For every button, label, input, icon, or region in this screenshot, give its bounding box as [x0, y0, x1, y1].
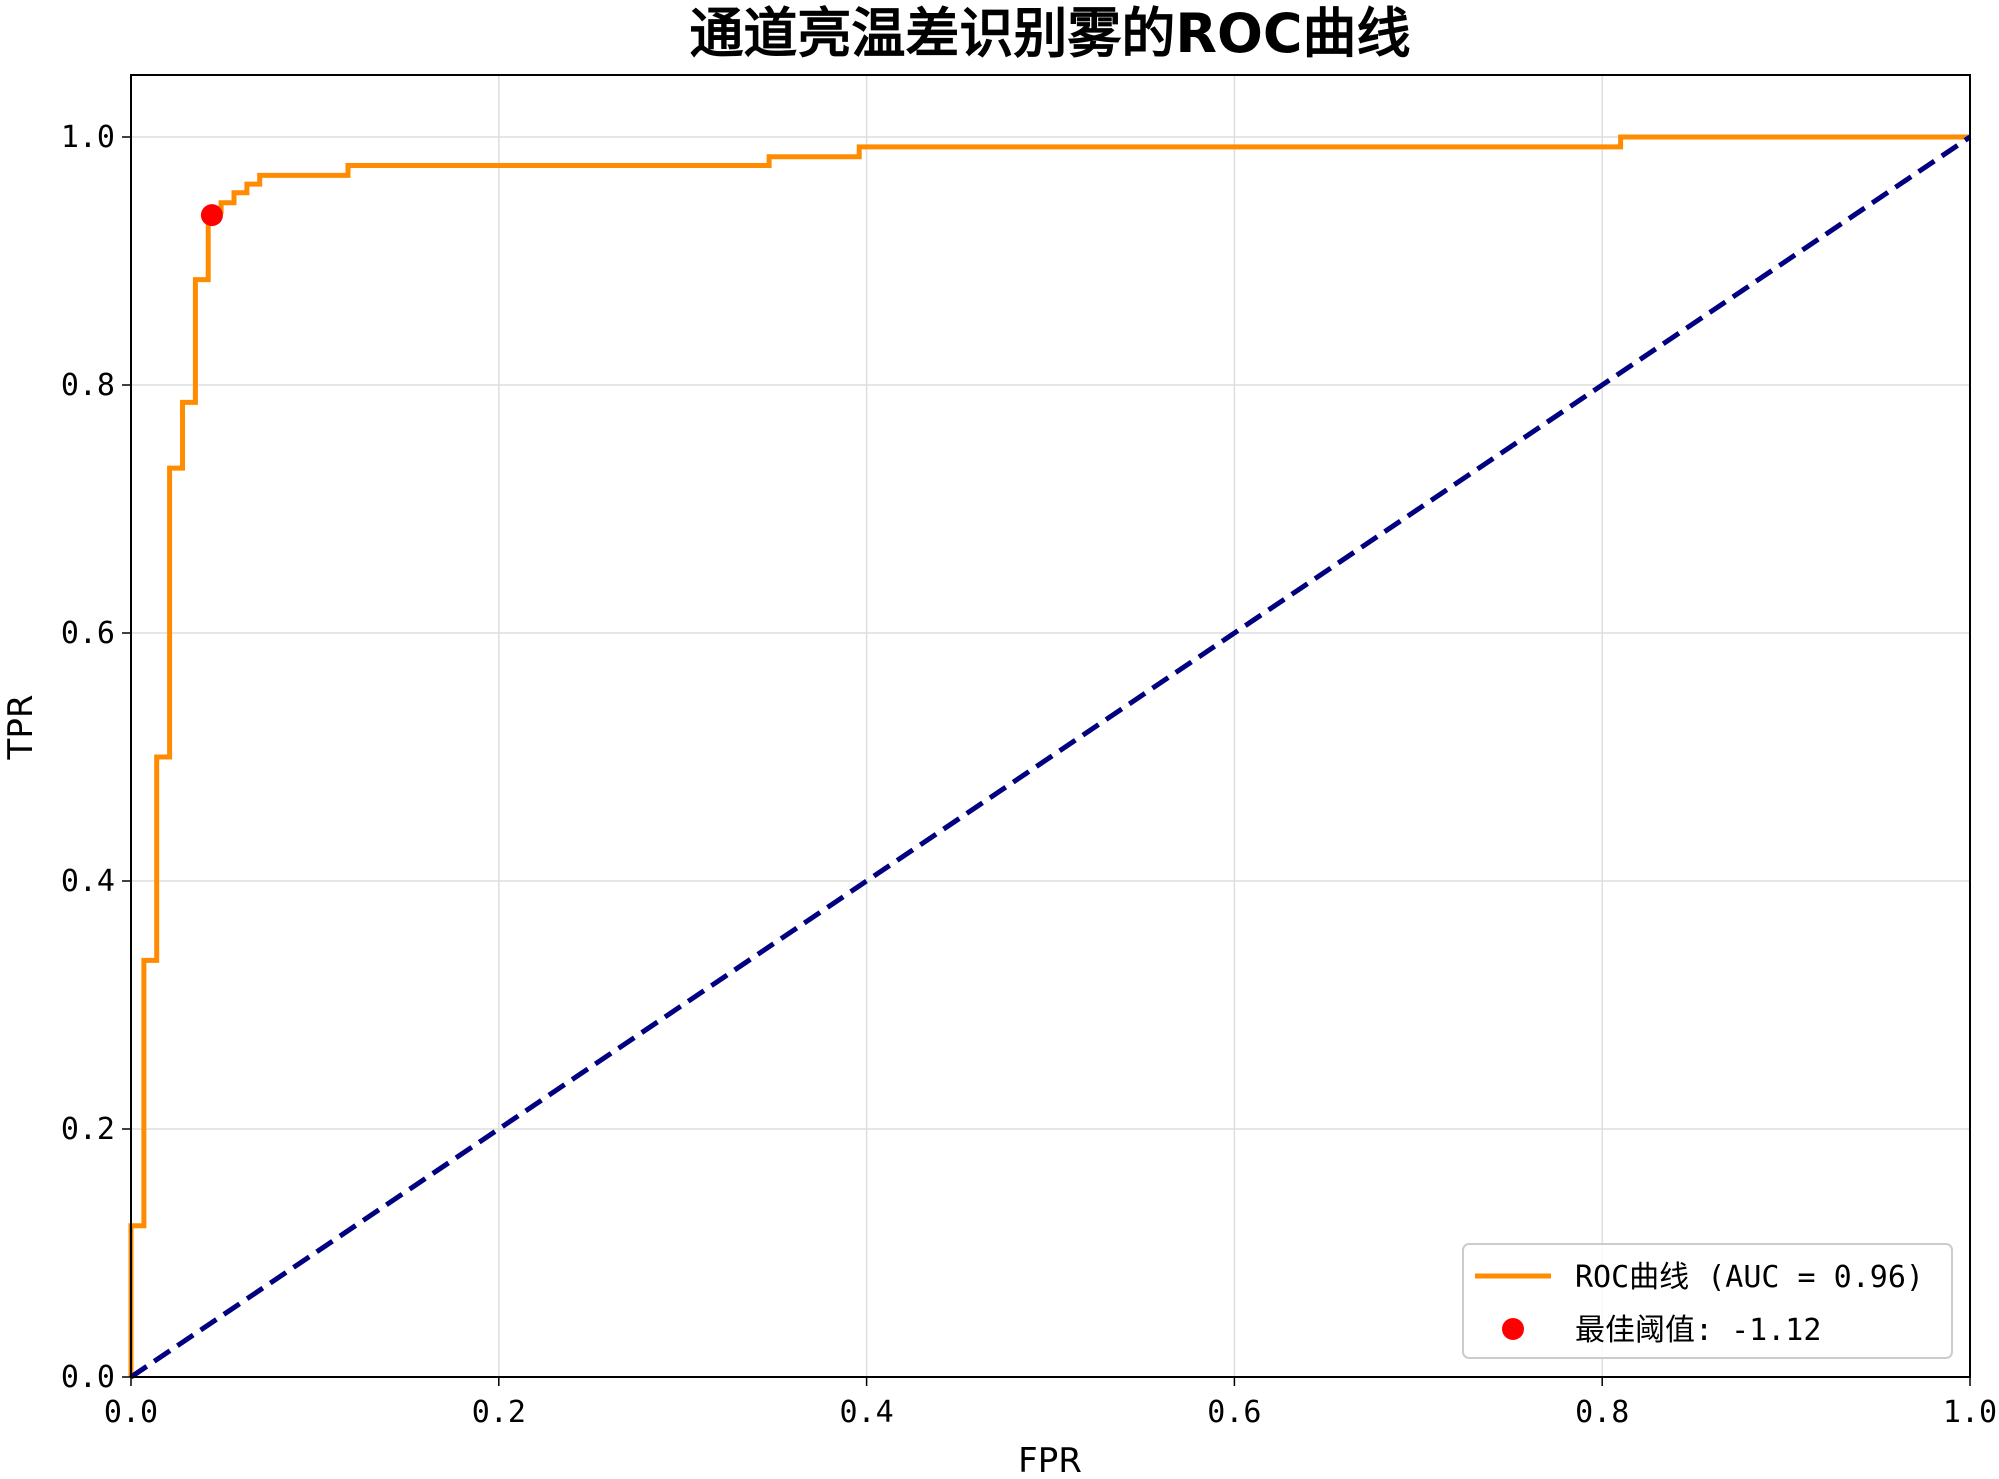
legend-label-threshold: 最佳阈值: -1.12: [1575, 1313, 1821, 1348]
legend: ROC曲线 (AUC = 0.96) 最佳阈值: -1.12: [1462, 1243, 1953, 1359]
x-tick-label: 1.0: [1943, 1395, 1997, 1430]
roc-curve-line: [128, 134, 1970, 1377]
x-tick-label: 0.2: [472, 1395, 526, 1430]
y-tick-label: 0.2: [61, 1112, 115, 1147]
plot-frame: [130, 74, 1971, 1378]
y-tick-label: 0.6: [61, 616, 115, 651]
series-layer: [128, 134, 1972, 1380]
x-tick-label: 0.8: [1575, 1395, 1629, 1430]
grid-lines: [130, 75, 1971, 1378]
chart-title: 通道亮温差识别雾的ROC曲线: [689, 2, 1410, 65]
legend-point-swatch: [1502, 1318, 1524, 1340]
y-axis-label: TPR: [1, 695, 41, 761]
points-layer: [200, 204, 223, 227]
x-tick-label: 0.0: [104, 1395, 158, 1430]
y-tick-label: 0.0: [61, 1360, 115, 1395]
x-axis-label: FPR: [1018, 1441, 1082, 1479]
legend-label-roc: ROC曲线 (AUC = 0.96): [1575, 1260, 1924, 1295]
y-tick-label: 0.4: [61, 864, 115, 899]
x-tick-label: 0.6: [1207, 1395, 1261, 1430]
y-tick-label: 1.0: [61, 120, 115, 155]
best-threshold-point: [200, 204, 223, 227]
diagonal-reference-line: [129, 134, 1972, 1380]
legend-box: [1462, 1243, 1953, 1359]
ticks-layer: 0.0 0.2 0.4 0.6 0.8 1.0 0.0 0.2 0.4 0.6 0.8 1.0: [61, 120, 1997, 1430]
y-tick-label: 0.8: [61, 368, 115, 403]
x-tick-label: 0.4: [840, 1395, 894, 1430]
